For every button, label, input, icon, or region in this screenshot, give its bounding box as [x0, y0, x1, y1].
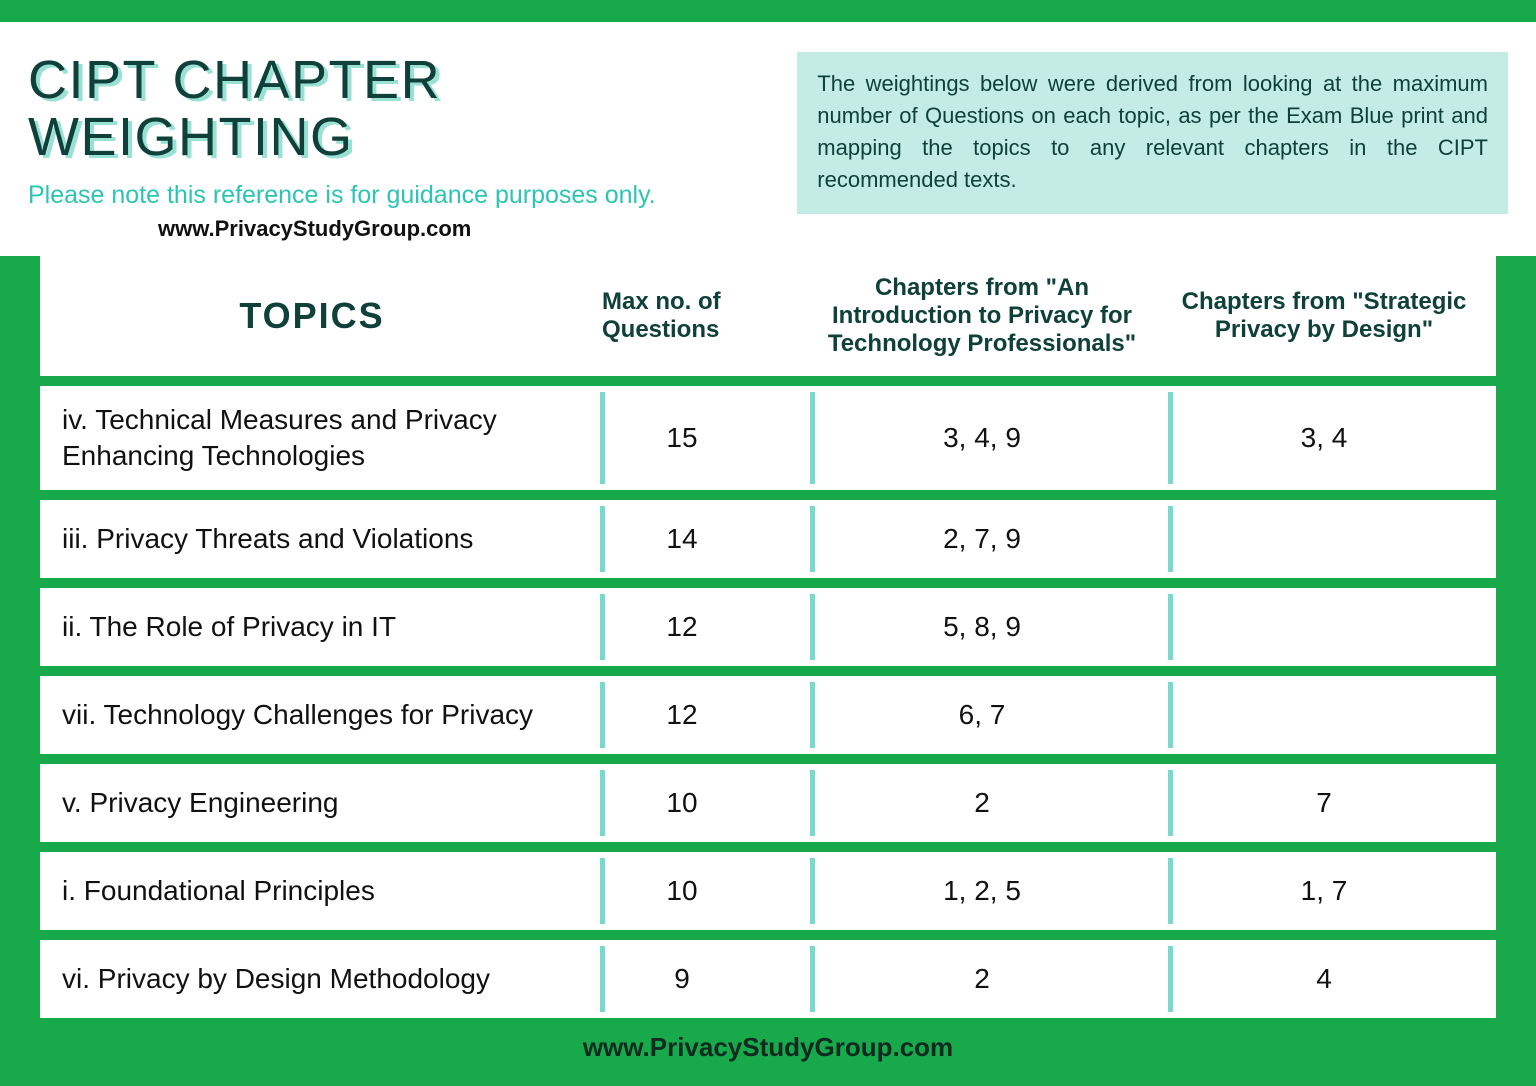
cell-intro-chapters: 1, 2, 5	[802, 875, 1162, 907]
column-separator	[600, 594, 605, 660]
column-separator	[1168, 946, 1173, 1012]
cell-strategic-chapters: 4	[1162, 963, 1486, 995]
column-separator	[1168, 392, 1173, 484]
cell-intro-chapters: 6, 7	[802, 699, 1162, 731]
cell-intro-chapters: 2, 7, 9	[802, 523, 1162, 555]
column-separator	[1168, 506, 1173, 572]
cell-strategic-chapters: 7	[1162, 787, 1486, 819]
footer-url: www.PrivacyStudyGroup.com	[40, 1018, 1496, 1083]
column-separator	[1168, 682, 1173, 748]
table-body: iv. Technical Measures and Privacy Enhan…	[40, 386, 1496, 1018]
col-header-topics: TOPICS	[62, 295, 602, 337]
column-separator	[600, 392, 605, 484]
cell-max-questions: 10	[602, 787, 802, 819]
cell-topic: v. Privacy Engineering	[62, 785, 602, 821]
header: CIPT CHAPTER WEIGHTING Please note this …	[0, 22, 1536, 256]
page-frame: CIPT CHAPTER WEIGHTING Please note this …	[0, 0, 1536, 1086]
column-separator	[600, 682, 605, 748]
table: TOPICS Max no. of Questions Chapters fro…	[0, 256, 1536, 1086]
column-separator	[1168, 770, 1173, 836]
header-left: CIPT CHAPTER WEIGHTING Please note this …	[28, 52, 769, 242]
cell-topic: vi. Privacy by Design Methodology	[62, 961, 602, 997]
column-separator	[810, 392, 815, 484]
table-header-row: TOPICS Max no. of Questions Chapters fro…	[40, 256, 1496, 376]
table-row: iii. Privacy Threats and Violations142, …	[40, 500, 1496, 578]
column-separator	[810, 506, 815, 572]
cell-topic: i. Foundational Principles	[62, 873, 602, 909]
col-header-strategic: Chapters from "Strategic Privacy by Desi…	[1162, 288, 1486, 344]
column-separator	[600, 858, 605, 924]
cell-strategic-chapters: 3, 4	[1162, 422, 1486, 454]
table-row: i. Foundational Principles101, 2, 51, 7	[40, 852, 1496, 930]
column-separator	[600, 506, 605, 572]
page-title: CIPT CHAPTER WEIGHTING	[28, 52, 769, 165]
column-separator	[600, 946, 605, 1012]
col-header-max: Max no. of Questions	[602, 288, 802, 344]
col-header-intro: Chapters from "An Introduction to Privac…	[802, 274, 1162, 358]
cell-max-questions: 15	[602, 422, 802, 454]
cell-max-questions: 10	[602, 875, 802, 907]
cell-max-questions: 12	[602, 611, 802, 643]
table-row: v. Privacy Engineering1027	[40, 764, 1496, 842]
table-row: vii. Technology Challenges for Privacy12…	[40, 676, 1496, 754]
column-separator	[810, 770, 815, 836]
cell-max-questions: 14	[602, 523, 802, 555]
cell-max-questions: 12	[602, 699, 802, 731]
column-separator	[810, 682, 815, 748]
cell-intro-chapters: 2	[802, 963, 1162, 995]
cell-intro-chapters: 3, 4, 9	[802, 422, 1162, 454]
cell-topic: ii. The Role of Privacy in IT	[62, 609, 602, 645]
column-separator	[810, 594, 815, 660]
table-row: iv. Technical Measures and Privacy Enhan…	[40, 386, 1496, 490]
cell-intro-chapters: 5, 8, 9	[802, 611, 1162, 643]
table-row: ii. The Role of Privacy in IT125, 8, 9	[40, 588, 1496, 666]
cell-topic: iv. Technical Measures and Privacy Enhan…	[62, 402, 602, 475]
cell-strategic-chapters: 1, 7	[1162, 875, 1486, 907]
cell-topic: vii. Technology Challenges for Privacy	[62, 697, 602, 733]
cell-max-questions: 9	[602, 963, 802, 995]
column-separator	[810, 858, 815, 924]
column-separator	[600, 770, 605, 836]
column-separator	[1168, 858, 1173, 924]
column-separator	[1168, 594, 1173, 660]
table-row: vi. Privacy by Design Methodology924	[40, 940, 1496, 1018]
column-separator	[810, 946, 815, 1012]
info-box: The weightings below were derived from l…	[797, 52, 1508, 214]
cell-topic: iii. Privacy Threats and Violations	[62, 521, 602, 557]
page-subtitle: Please note this reference is for guidan…	[28, 181, 769, 210]
cell-intro-chapters: 2	[802, 787, 1162, 819]
header-url: www.PrivacyStudyGroup.com	[158, 216, 769, 242]
